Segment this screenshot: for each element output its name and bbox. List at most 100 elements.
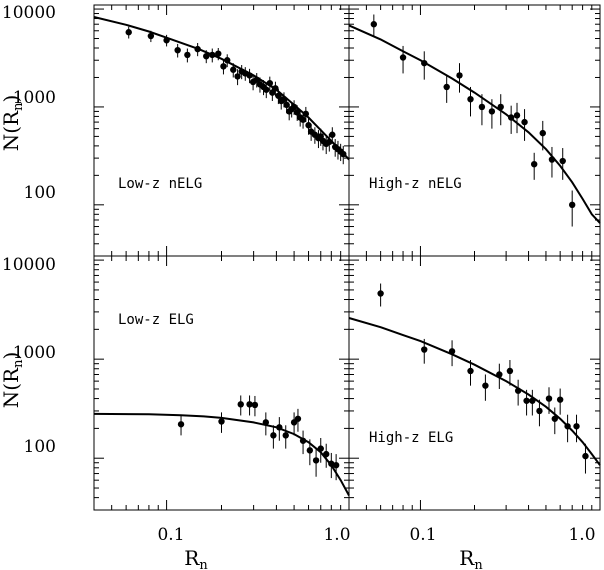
data-point (530, 160, 538, 168)
data-point (276, 424, 283, 431)
data-point (253, 76, 260, 83)
data-point (177, 421, 185, 428)
data-point (125, 29, 132, 36)
data-point (282, 432, 289, 439)
panel-top-left: Low-z nELG (93, 4, 350, 257)
data-point (234, 73, 241, 80)
data-point (482, 382, 489, 389)
data-point (340, 150, 347, 158)
data-point (370, 21, 378, 28)
data-point (230, 66, 237, 73)
data-point (302, 110, 310, 118)
data-point (507, 114, 515, 121)
panel-frame (93, 255, 350, 511)
y-tick-label-10000-bottom: 10000 (2, 255, 56, 275)
data-point (326, 138, 333, 146)
data-point (194, 45, 201, 53)
data-point (488, 108, 496, 115)
data-point (556, 396, 564, 403)
data-point (203, 52, 210, 60)
data-point (523, 397, 530, 404)
data-point (272, 85, 279, 92)
data-point (224, 57, 231, 64)
data-point (280, 95, 288, 103)
panel-label: Low-z nELG (118, 176, 202, 192)
x-tick-label-0.1-right: 0.1 (409, 525, 436, 545)
data-point (174, 46, 181, 54)
x-axis-label-right: Rn (459, 546, 483, 570)
data-point (514, 387, 522, 394)
data-point (548, 156, 556, 163)
data-point (328, 460, 335, 467)
data-point (323, 450, 330, 458)
data-point (545, 395, 553, 402)
data-point (209, 51, 216, 59)
data-point (539, 129, 546, 137)
data-point (332, 461, 340, 469)
data-point (306, 447, 314, 454)
tick-labels-group: 10000 1000 100 10000 1000 100 0.1 1.0 0.… (2, 3, 596, 545)
data-point (312, 457, 320, 464)
data-point (147, 32, 155, 40)
data-point (529, 397, 536, 404)
x-tick-label-1.0-left: 1.0 (323, 525, 350, 545)
data-point (421, 59, 428, 67)
data-point (443, 83, 450, 91)
data-point (263, 86, 270, 93)
x-tick-label-1.0-right: 1.0 (568, 525, 595, 545)
data-point (246, 401, 253, 408)
data-point (478, 103, 486, 111)
data-point (551, 415, 558, 422)
fit-curve (348, 24, 601, 224)
data-point (448, 348, 456, 355)
panel-bottom-right: High-z ELG (348, 255, 601, 511)
data-point (536, 407, 543, 415)
data-point (163, 37, 170, 44)
data-point (564, 423, 571, 430)
y-axis-label-bottom: N(Rn) (0, 352, 26, 409)
y-tick-label-1000-top: 1000 (13, 88, 56, 108)
panels-group: Low-z nELG High-z nELG Low-z ELG High-z ELG (93, 4, 601, 511)
y-tick-label-100-top: 100 (24, 183, 56, 203)
y-axis-label-top: N(Rn) (0, 95, 26, 152)
data-point (497, 103, 504, 111)
panel-label: Low-z ELG (118, 312, 194, 328)
data-point (270, 432, 277, 439)
data-point (305, 122, 312, 129)
panel-label: High-z ELG (369, 430, 453, 446)
data-point (521, 118, 528, 126)
data-point (496, 371, 503, 378)
x-tick-label-0.1-left: 0.1 (157, 525, 184, 545)
data-point (456, 72, 463, 79)
data-point (467, 95, 474, 103)
data-point (299, 116, 307, 123)
data-point (218, 418, 225, 425)
y-tick-label-100-bottom: 100 (24, 437, 56, 457)
data-point (246, 72, 253, 79)
data-point (317, 445, 324, 452)
data-point (293, 109, 301, 116)
data-point (582, 452, 589, 460)
panel-top-right: High-z nELG (348, 4, 601, 257)
x-axis-label-left: Rn (184, 546, 208, 570)
data-point (568, 201, 576, 209)
data-point (294, 415, 302, 422)
data-point (266, 79, 274, 87)
data-point (262, 419, 270, 426)
data-point (377, 290, 384, 297)
data-point (573, 423, 580, 430)
panel-bottom-left: Low-z ELG (93, 255, 350, 511)
y-tick-label-1000-bottom: 1000 (13, 343, 56, 363)
data-point (513, 112, 521, 119)
data-point (299, 437, 307, 444)
data-point (559, 157, 566, 165)
data-point (421, 346, 428, 353)
axis-labels-group: Rn Rn N(Rn) N(Rn) (0, 95, 483, 570)
data-point (220, 63, 227, 70)
data-point (283, 101, 290, 109)
data-point (237, 401, 244, 408)
data-point (329, 131, 336, 138)
panel-frame (348, 255, 601, 511)
data-point (290, 103, 298, 111)
